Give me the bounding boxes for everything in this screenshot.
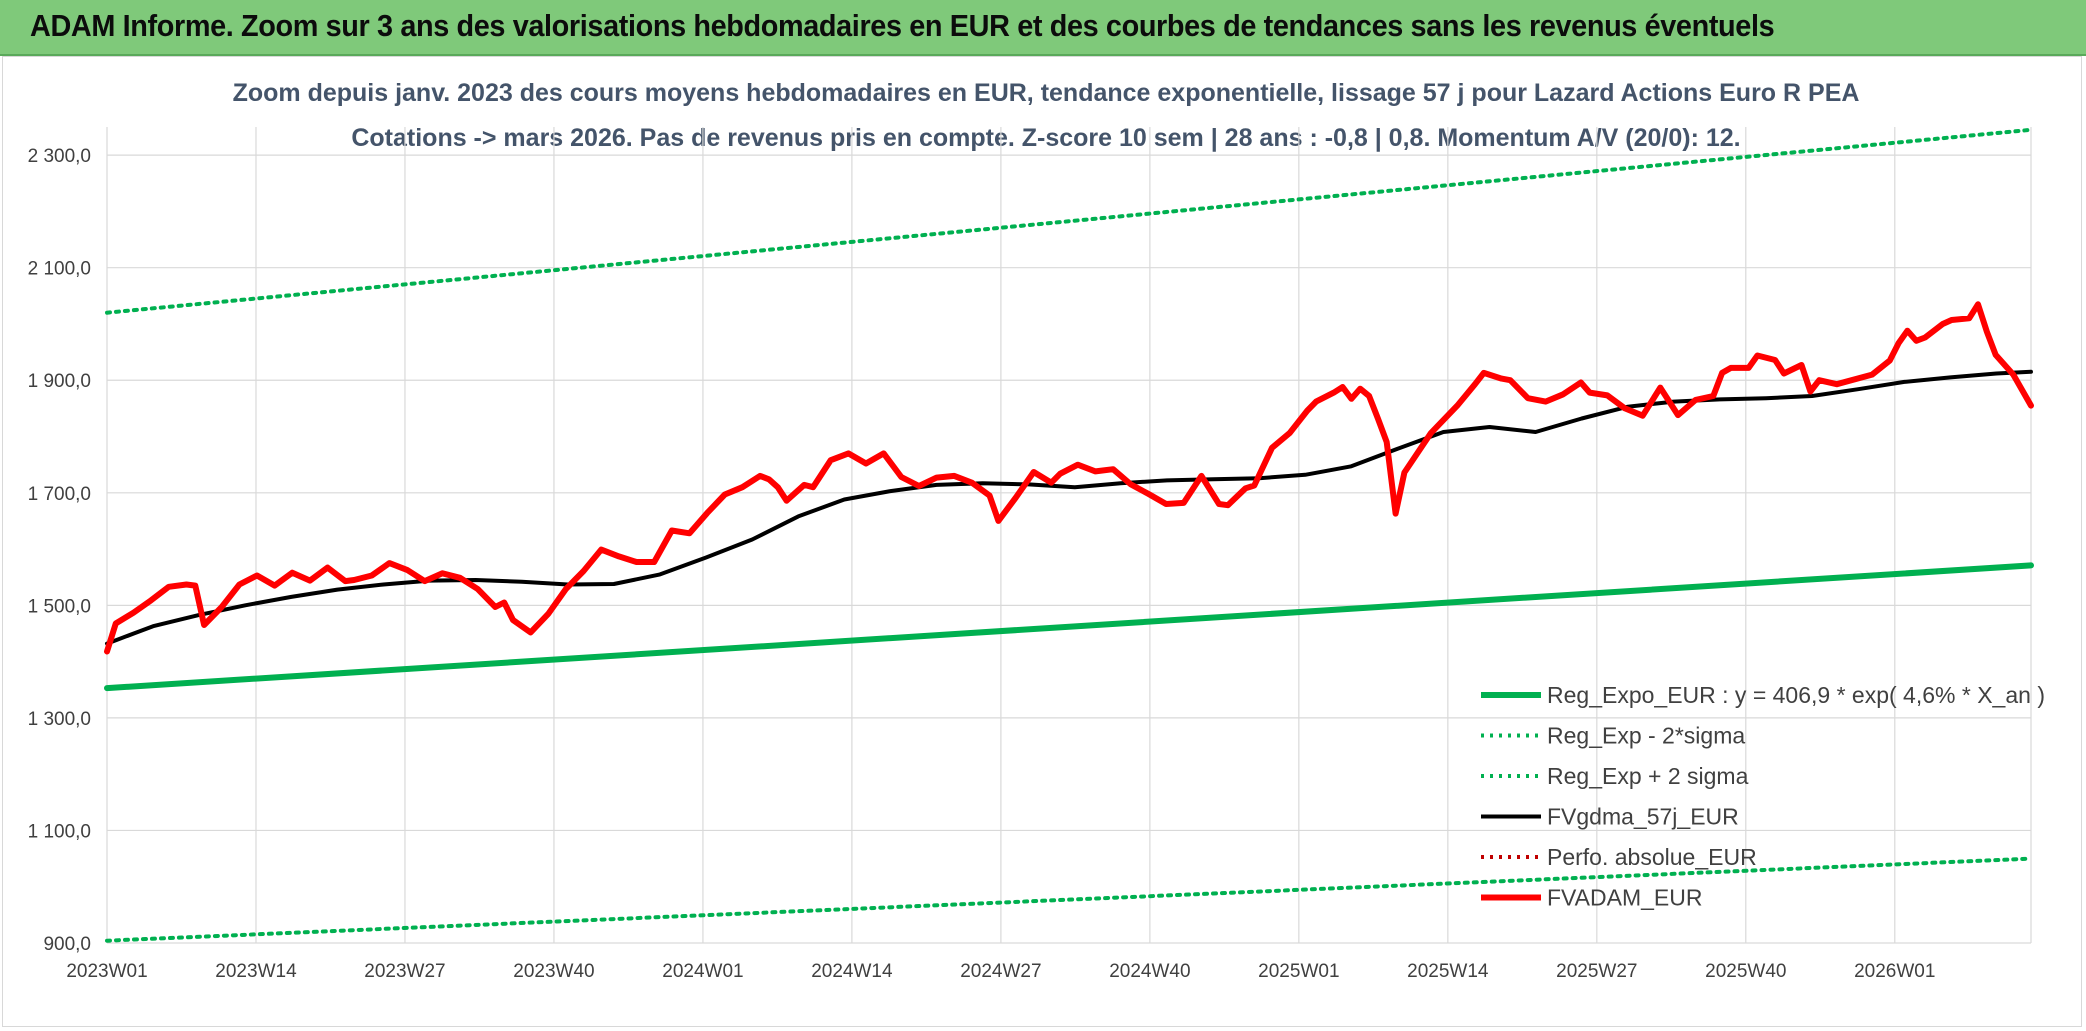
series-line-reg-expo-eur-y-406-9-exp-4-6-x-an xyxy=(104,562,2034,692)
x-tick-label: 2023W27 xyxy=(364,961,445,982)
y-axis-ticks: 900,0 1 100,0 1 300,0 1 500,0 1 700,0 1 900,0… xyxy=(28,146,91,955)
legend-label: FVgdma_57j_EUR xyxy=(1547,804,1739,830)
series-line-fvadam-eur xyxy=(104,301,2034,655)
x-tick-label: 2025W27 xyxy=(1556,961,1637,982)
y-tick-label: 900,0 xyxy=(43,934,91,955)
x-tick-label: 2023W14 xyxy=(215,961,297,982)
x-tick-label: 2024W14 xyxy=(811,961,893,982)
series-lines xyxy=(104,127,2034,943)
x-tick-label: 2025W40 xyxy=(1705,961,1786,982)
x-tick-label: 2024W40 xyxy=(1109,961,1190,982)
gridlines xyxy=(106,127,2032,944)
report-title: ADAM Informe. Zoom sur 3 ans des valoris… xyxy=(30,8,1775,43)
series-line-reg-exp-2-sigma xyxy=(105,127,2033,315)
x-tick-label: 2025W01 xyxy=(1258,961,1339,982)
series-line-reg-exp-2-sigma xyxy=(105,856,2033,943)
x-tick-label: 2024W27 xyxy=(960,961,1041,982)
x-tick-label: 2024W01 xyxy=(662,961,743,982)
x-tick-label: 2025W14 xyxy=(1407,961,1489,982)
legend-label: FVADAM_EUR xyxy=(1547,885,1703,911)
x-tick-label: 2026W01 xyxy=(1854,961,1935,982)
y-tick-label: 1 500,0 xyxy=(28,596,91,617)
chart-title: Zoom depuis janv. 2023 des cours moyens … xyxy=(233,79,1860,107)
header-band: ADAM Informe. Zoom sur 3 ans des valoris… xyxy=(0,0,2086,56)
x-tick-label: 2023W01 xyxy=(66,961,147,982)
y-tick-label: 1 700,0 xyxy=(28,484,91,505)
y-tick-label: 2 100,0 xyxy=(28,259,91,280)
series-line-fvgdma-57j-eur xyxy=(105,369,2033,646)
legend-label: Reg_Exp + 2 sigma xyxy=(1547,763,1749,789)
legend-label: Reg_Exp - 2*sigma xyxy=(1547,723,1745,749)
y-tick-label: 1 300,0 xyxy=(28,709,91,730)
chart-svg: Zoom depuis janv. 2023 des cours moyens … xyxy=(28,79,2045,982)
chart-subtitle: Cotations -> mars 2026. Pas de revenus p… xyxy=(351,124,1740,152)
legend-label: Reg_Expo_EUR : y = 406,9 * exp( 4,6% * X… xyxy=(1547,682,2045,708)
x-axis-ticks: 2023W01 2023W14 2023W27 2023W40 2024W01 2024W… xyxy=(66,961,1935,982)
legend-label: Perfo. absolue_EUR xyxy=(1547,844,1757,870)
y-tick-label: 1 100,0 xyxy=(28,821,91,842)
chart-area: Zoom depuis janv. 2023 des cours moyens … xyxy=(2,56,2082,1027)
y-tick-label: 1 900,0 xyxy=(28,371,91,392)
y-tick-label: 2 300,0 xyxy=(28,146,91,167)
x-tick-label: 2023W40 xyxy=(513,961,594,982)
legend: Reg_Expo_EUR : y = 406,9 * exp( 4,6% * X… xyxy=(1481,682,2045,911)
